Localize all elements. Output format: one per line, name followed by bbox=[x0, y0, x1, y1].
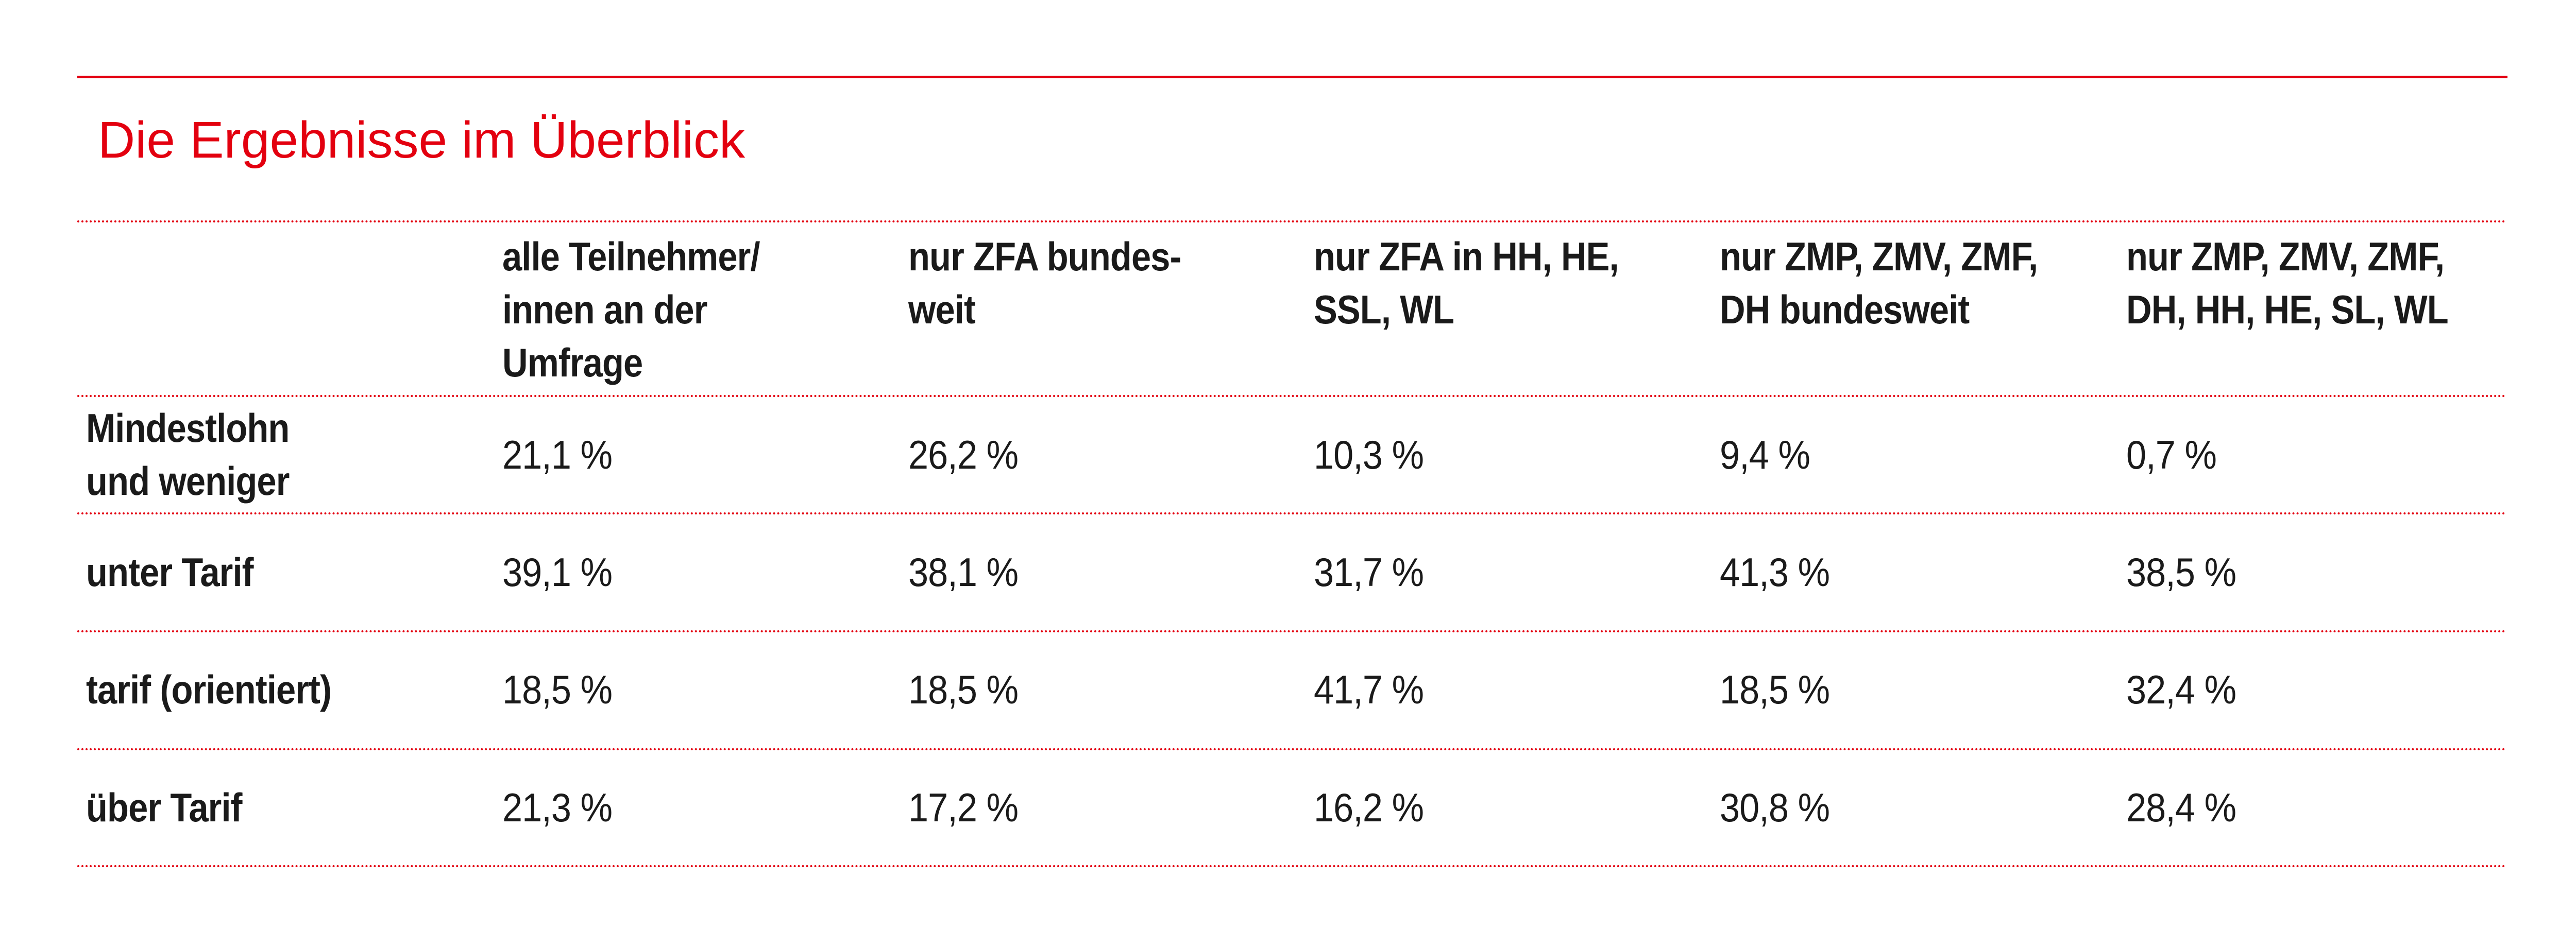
column-header-zfa-regions: nur ZFA in HH, HE, SSL, WL bbox=[1314, 234, 1619, 332]
column-header-zmp-nationwide: nur ZMP, ZMV, ZMF, DH bundesweit bbox=[1720, 234, 2038, 332]
table-cell: 0,7 % bbox=[2126, 432, 2217, 477]
divider bbox=[77, 395, 2507, 397]
table-cell: 41,3 % bbox=[1720, 549, 1830, 595]
table-cell: 38,1 % bbox=[908, 549, 1019, 595]
divider bbox=[77, 512, 2507, 514]
row-label-tariff-oriented: tarif (orientiert) bbox=[86, 667, 332, 712]
page-title: Die Ergebnisse im Überblick bbox=[98, 111, 745, 169]
table-cell: 10,3 % bbox=[1314, 432, 1424, 477]
table-cell: 21,1 % bbox=[502, 432, 613, 477]
column-header-zfa-nationwide: nur ZFA bundes- weit bbox=[908, 234, 1181, 332]
row-label-below-tariff: unter Tarif bbox=[86, 549, 254, 595]
divider bbox=[77, 630, 2507, 632]
column-header-all-participants: alle Teilnehmer/ innen an der Umfrage bbox=[502, 234, 760, 385]
table-cell: 31,7 % bbox=[1314, 549, 1424, 595]
table-cell: 28,4 % bbox=[2126, 785, 2236, 830]
row-label-above-tariff: über Tarif bbox=[86, 785, 243, 830]
table-cell: 18,5 % bbox=[908, 667, 1019, 712]
table-cell: 32,4 % bbox=[2126, 667, 2236, 712]
table-cell: 26,2 % bbox=[908, 432, 1019, 477]
table-cell: 38,5 % bbox=[2126, 549, 2236, 595]
table-cell: 9,4 % bbox=[1720, 432, 1810, 477]
top-rule bbox=[77, 76, 2507, 78]
table-cell: 30,8 % bbox=[1720, 785, 1830, 830]
table-cell: 17,2 % bbox=[908, 785, 1019, 830]
row-label-minimum-wage: Mindestlohn und weniger bbox=[86, 405, 290, 504]
table-cell: 18,5 % bbox=[502, 667, 613, 712]
column-header-zmp-regions: nur ZMP, ZMV, ZMF, DH, HH, HE, SL, WL bbox=[2126, 234, 2449, 332]
divider bbox=[77, 865, 2507, 867]
divider bbox=[77, 748, 2507, 750]
table-cell: 21,3 % bbox=[502, 785, 613, 830]
table-cell: 16,2 % bbox=[1314, 785, 1424, 830]
table-cell: 39,1 % bbox=[502, 549, 613, 595]
table-cell: 41,7 % bbox=[1314, 667, 1424, 712]
table-cell: 18,5 % bbox=[1720, 667, 1830, 712]
divider bbox=[77, 220, 2507, 222]
